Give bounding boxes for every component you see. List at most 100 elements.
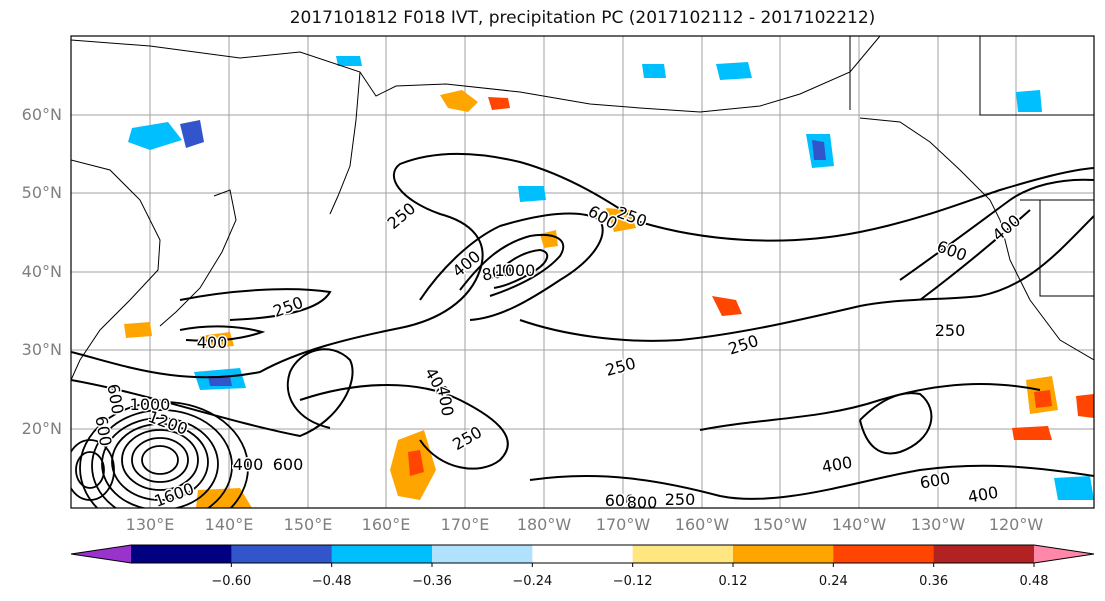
coastline bbox=[159, 189, 237, 327]
ivt-contour bbox=[489, 248, 549, 289]
contour-label: 250 bbox=[665, 490, 696, 509]
ivt-contour bbox=[859, 392, 933, 455]
contour-label: 600 bbox=[273, 455, 304, 474]
longitude-label: 170°W bbox=[595, 515, 651, 534]
colorbar-extend-min bbox=[71, 545, 131, 563]
longitude-label: 150°W bbox=[752, 515, 808, 534]
precip-negative-area bbox=[518, 186, 546, 202]
precip-shading bbox=[124, 56, 1094, 508]
colorbar-swatch bbox=[131, 545, 232, 563]
contour-label: 1000 bbox=[495, 261, 536, 280]
colorbar-tick-label: −0.60 bbox=[211, 574, 252, 589]
precip-positive-area bbox=[712, 296, 742, 316]
cyclone-contours bbox=[71, 401, 249, 508]
precip-positive-area bbox=[124, 322, 152, 338]
colorbar-tick-label: 0.48 bbox=[1019, 574, 1049, 589]
ivt-contours bbox=[71, 153, 1094, 500]
contour-label: 400 bbox=[197, 333, 228, 352]
ivt-contour bbox=[519, 215, 1094, 342]
cyclone-ring bbox=[91, 409, 233, 508]
colorbar-tick-label: −0.36 bbox=[412, 574, 452, 589]
map-panel: 2502502502502502502502504004004004004004… bbox=[70, 35, 1095, 512]
colorbar-swatch bbox=[432, 545, 533, 563]
colorbar-outline bbox=[70, 544, 1095, 564]
longitude-label: 130°E bbox=[125, 515, 175, 534]
cyclone-ring bbox=[75, 451, 105, 489]
colorbar-swatch bbox=[532, 545, 634, 563]
colorbar-swatch bbox=[632, 545, 734, 563]
contour-label: 400 bbox=[233, 455, 264, 474]
coastline bbox=[71, 36, 881, 113]
precip-negative-area bbox=[1054, 476, 1094, 500]
colorbar-tick-label: 0.36 bbox=[919, 574, 949, 589]
colorbar-tick-label: −0.24 bbox=[512, 574, 553, 589]
ivt-contour bbox=[919, 209, 1031, 301]
colorbar-tick-label: 0.24 bbox=[818, 574, 848, 589]
colorbar-swatch bbox=[933, 545, 1035, 563]
longitude-label: 130°W bbox=[910, 515, 966, 534]
ivt-contour bbox=[179, 325, 266, 342]
latitude-label: 20°N bbox=[21, 419, 62, 438]
coastlines bbox=[71, 36, 1094, 381]
coastline bbox=[979, 36, 1094, 116]
longitude-label: 180°W bbox=[516, 515, 572, 534]
contour-label: 1000 bbox=[130, 395, 171, 414]
ivt-contour bbox=[71, 153, 1094, 379]
colorbar-tick-label: −0.12 bbox=[612, 574, 653, 589]
latitude-label: 30°N bbox=[21, 340, 62, 359]
cyclone-ring bbox=[131, 437, 189, 483]
precip-positive-area bbox=[1076, 394, 1094, 418]
precip-negative-area bbox=[716, 62, 752, 80]
precip-positive-area bbox=[488, 97, 510, 110]
cyclone-ring bbox=[121, 429, 199, 491]
ivt-contour bbox=[529, 464, 1094, 500]
cyclone-ring bbox=[101, 417, 219, 508]
coastline bbox=[1039, 200, 1094, 297]
precip-negative-area bbox=[208, 376, 232, 386]
precip-negative-area bbox=[1016, 90, 1042, 112]
latitude-label: 60°N bbox=[21, 105, 62, 124]
ivt-contour bbox=[179, 288, 332, 321]
ivt-contour bbox=[299, 384, 509, 470]
map-frame bbox=[70, 35, 1095, 509]
precip-negative-area bbox=[128, 122, 182, 150]
ivt-contour bbox=[699, 383, 1041, 431]
longitude-label: 160°E bbox=[361, 515, 411, 534]
cyclone-ring bbox=[111, 423, 209, 501]
colorbar-tick-label: 0.12 bbox=[718, 574, 748, 589]
precip-negative-area bbox=[812, 140, 826, 160]
cyclone-ring bbox=[141, 445, 179, 475]
coastline bbox=[329, 71, 361, 215]
precip-negative-area bbox=[642, 64, 666, 78]
precip-positive-area bbox=[1012, 426, 1052, 440]
colorbar-swatch bbox=[231, 545, 333, 563]
contour-label: 250 bbox=[935, 321, 966, 340]
longitude-label: 150°E bbox=[283, 515, 333, 534]
ivt-contour bbox=[71, 348, 354, 438]
longitude-label: 160°W bbox=[674, 515, 730, 534]
figure-title: 2017101812 F018 IVT, precipitation PC (2… bbox=[289, 8, 876, 28]
colorbar-swatch bbox=[733, 545, 834, 563]
cyclone-ring bbox=[71, 439, 115, 501]
longitude-label: 120°W bbox=[988, 515, 1044, 534]
cyclone-ring bbox=[79, 401, 249, 508]
precip-positive-area bbox=[196, 488, 252, 508]
colorbar-swatch bbox=[331, 545, 433, 563]
colorbar-swatch bbox=[833, 545, 935, 563]
precip-positive-area bbox=[408, 450, 424, 476]
coastline bbox=[71, 159, 161, 381]
longitude-label: 140°W bbox=[831, 515, 887, 534]
longitude-label: 170°E bbox=[440, 515, 490, 534]
ivt-contour bbox=[459, 234, 565, 297]
latitude-label: 40°N bbox=[21, 262, 62, 281]
ivt-contour bbox=[899, 178, 1094, 281]
colorbar-extend-max bbox=[1034, 545, 1094, 563]
precip-positive-area bbox=[440, 90, 478, 112]
precip-negative-area bbox=[180, 120, 204, 148]
ivt-contour bbox=[419, 212, 604, 321]
latitude-label: 50°N bbox=[21, 183, 62, 202]
precip-positive-area bbox=[1034, 390, 1052, 408]
contour-label: 800 bbox=[627, 493, 658, 512]
longitude-label: 140°E bbox=[204, 515, 254, 534]
colorbar-tick-label: −0.48 bbox=[311, 574, 352, 589]
